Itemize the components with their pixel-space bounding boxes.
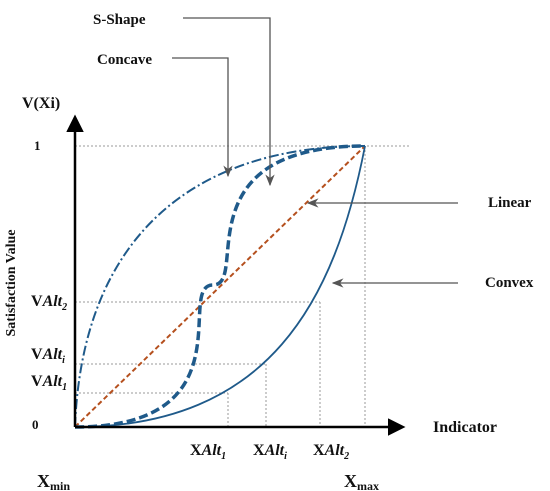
linear-label: Linear [488, 195, 532, 211]
svg-text:XAlti: XAlti [253, 442, 287, 462]
x-alti-label: XAlti [253, 442, 287, 462]
x-alt1-label: XAlt1 [190, 442, 226, 462]
callout-arrows [172, 17, 458, 288]
x-alt2-label: XAlt2 [313, 442, 349, 462]
s-shape-callout-arrow [183, 17, 275, 187]
guide-lines [75, 145, 410, 427]
v-alt2-label: VAlt2 [31, 293, 67, 313]
concave-callout-arrow [172, 57, 233, 178]
convex-curve [74, 145, 366, 428]
y-tick-zero: 0 [32, 417, 39, 432]
v-alti-label: VAlti [31, 346, 65, 366]
x-min-label: Xmin [37, 471, 70, 491]
x-max-label: Xmax [344, 471, 379, 491]
v-alt1-label: VAlt1 [31, 373, 67, 393]
svg-text:Xmax: Xmax [344, 471, 379, 491]
convex-label: Convex [485, 275, 534, 291]
y-axis-name: Satisfaction Value [4, 230, 19, 337]
y-tick-one: 1 [34, 138, 41, 153]
s-shape-curve [74, 144, 366, 429]
svg-text:XAlt1: XAlt1 [190, 442, 226, 462]
s-shape-label: S-Shape [93, 12, 146, 28]
svg-text:VAlti: VAlti [31, 346, 65, 366]
svg-text:VAlt2: VAlt2 [31, 293, 67, 313]
y-axis-title: V(Xi) [22, 95, 60, 112]
svg-text:VAlt1: VAlt1 [31, 373, 67, 393]
concave-curve [74, 145, 366, 428]
x-axis-name: Indicator [433, 419, 497, 436]
svg-text:XAlt2: XAlt2 [313, 442, 349, 462]
linear-curve [74, 145, 366, 428]
concave-label: Concave [97, 52, 152, 68]
svg-text:Xmin: Xmin [37, 471, 70, 491]
